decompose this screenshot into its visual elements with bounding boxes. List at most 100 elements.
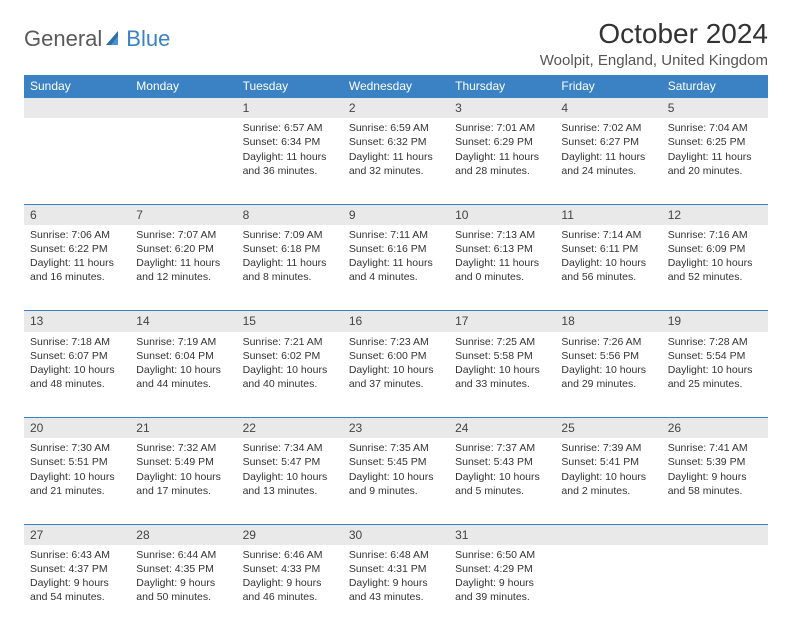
sunset-text: Sunset: 4:29 PM xyxy=(455,562,549,576)
day-number: 15 xyxy=(243,314,256,328)
sunrise-text: Sunrise: 7:18 AM xyxy=(30,335,124,349)
daylight-text: and 21 minutes. xyxy=(30,484,124,498)
day-number: 10 xyxy=(455,208,468,222)
day-info-row: Sunrise: 6:43 AMSunset: 4:37 PMDaylight:… xyxy=(24,545,768,631)
daylight-text: and 43 minutes. xyxy=(349,590,443,604)
day-number-cell: 3 xyxy=(449,98,555,119)
day-number-cell: 1 xyxy=(237,98,343,119)
day-number-cell: 15 xyxy=(237,311,343,332)
daylight-text: Daylight: 9 hours xyxy=(349,576,443,590)
daylight-text: and 46 minutes. xyxy=(243,590,337,604)
daylight-text: and 16 minutes. xyxy=(30,270,124,284)
weekday-header: Wednesday xyxy=(343,75,449,98)
day-number-cell: 27 xyxy=(24,524,130,545)
day-info-cell xyxy=(555,545,661,631)
daylight-text: and 12 minutes. xyxy=(136,270,230,284)
weekday-header: Thursday xyxy=(449,75,555,98)
day-number-cell: 31 xyxy=(449,524,555,545)
weekday-header: Saturday xyxy=(662,75,768,98)
sunset-text: Sunset: 5:41 PM xyxy=(561,455,655,469)
day-info-cell xyxy=(130,118,236,204)
day-info-cell: Sunrise: 6:43 AMSunset: 4:37 PMDaylight:… xyxy=(24,545,130,631)
day-number: 3 xyxy=(455,101,462,115)
sunrise-text: Sunrise: 7:30 AM xyxy=(30,441,124,455)
day-number: 28 xyxy=(136,528,149,542)
day-number-cell: 28 xyxy=(130,524,236,545)
daylight-text: and 8 minutes. xyxy=(243,270,337,284)
sunrise-text: Sunrise: 7:39 AM xyxy=(561,441,655,455)
sunset-text: Sunset: 6:27 PM xyxy=(561,135,655,149)
sunrise-text: Sunrise: 7:19 AM xyxy=(136,335,230,349)
daylight-text: Daylight: 10 hours xyxy=(668,256,762,270)
day-number-cell: 23 xyxy=(343,418,449,439)
sunset-text: Sunset: 5:58 PM xyxy=(455,349,549,363)
day-number-cell: 14 xyxy=(130,311,236,332)
header: General Blue October 2024 Woolpit, Engla… xyxy=(24,18,768,69)
daylight-text: Daylight: 10 hours xyxy=(455,363,549,377)
day-number-cell: 19 xyxy=(662,311,768,332)
daylight-text: and 52 minutes. xyxy=(668,270,762,284)
daylight-text: Daylight: 11 hours xyxy=(455,150,549,164)
sunset-text: Sunset: 6:20 PM xyxy=(136,242,230,256)
day-number: 23 xyxy=(349,421,362,435)
day-info-cell: Sunrise: 7:04 AMSunset: 6:25 PMDaylight:… xyxy=(662,118,768,204)
day-info-row: Sunrise: 7:30 AMSunset: 5:51 PMDaylight:… xyxy=(24,438,768,524)
day-number: 20 xyxy=(30,421,43,435)
day-number: 4 xyxy=(561,101,568,115)
day-info-cell: Sunrise: 7:16 AMSunset: 6:09 PMDaylight:… xyxy=(662,225,768,311)
day-number: 30 xyxy=(349,528,362,542)
day-info-cell: Sunrise: 7:37 AMSunset: 5:43 PMDaylight:… xyxy=(449,438,555,524)
sunrise-text: Sunrise: 7:06 AM xyxy=(30,228,124,242)
daylight-text: and 39 minutes. xyxy=(455,590,549,604)
daylight-text: Daylight: 11 hours xyxy=(349,150,443,164)
day-number-cell: 25 xyxy=(555,418,661,439)
sunrise-text: Sunrise: 7:28 AM xyxy=(668,335,762,349)
daylight-text: and 17 minutes. xyxy=(136,484,230,498)
daylight-text: and 25 minutes. xyxy=(668,377,762,391)
day-info-cell: Sunrise: 7:19 AMSunset: 6:04 PMDaylight:… xyxy=(130,332,236,418)
day-number: 8 xyxy=(243,208,250,222)
day-info-cell: Sunrise: 7:30 AMSunset: 5:51 PMDaylight:… xyxy=(24,438,130,524)
sunrise-text: Sunrise: 7:14 AM xyxy=(561,228,655,242)
day-info-cell: Sunrise: 6:44 AMSunset: 4:35 PMDaylight:… xyxy=(130,545,236,631)
daylight-text: Daylight: 11 hours xyxy=(30,256,124,270)
day-info-cell: Sunrise: 7:25 AMSunset: 5:58 PMDaylight:… xyxy=(449,332,555,418)
sunset-text: Sunset: 6:11 PM xyxy=(561,242,655,256)
sunrise-text: Sunrise: 7:32 AM xyxy=(136,441,230,455)
logo-sail-icon xyxy=(104,29,124,49)
daylight-text: and 56 minutes. xyxy=(561,270,655,284)
day-info-cell: Sunrise: 7:02 AMSunset: 6:27 PMDaylight:… xyxy=(555,118,661,204)
sunrise-text: Sunrise: 7:23 AM xyxy=(349,335,443,349)
daylight-text: and 29 minutes. xyxy=(561,377,655,391)
day-info-cell: Sunrise: 7:14 AMSunset: 6:11 PMDaylight:… xyxy=(555,225,661,311)
sunrise-text: Sunrise: 7:16 AM xyxy=(668,228,762,242)
day-number: 18 xyxy=(561,314,574,328)
sunset-text: Sunset: 6:13 PM xyxy=(455,242,549,256)
sunset-text: Sunset: 5:47 PM xyxy=(243,455,337,469)
day-number: 12 xyxy=(668,208,681,222)
sunrise-text: Sunrise: 7:04 AM xyxy=(668,121,762,135)
daylight-text: and 40 minutes. xyxy=(243,377,337,391)
daylight-text: Daylight: 10 hours xyxy=(243,363,337,377)
daylight-text: and 36 minutes. xyxy=(243,164,337,178)
logo-text-general: General xyxy=(24,26,102,52)
sunrise-text: Sunrise: 6:59 AM xyxy=(349,121,443,135)
daylight-text: Daylight: 11 hours xyxy=(243,150,337,164)
weekday-header-row: Sunday Monday Tuesday Wednesday Thursday… xyxy=(24,75,768,98)
daylight-text: Daylight: 10 hours xyxy=(30,470,124,484)
day-number-cell: 4 xyxy=(555,98,661,119)
daylight-text: Daylight: 10 hours xyxy=(136,363,230,377)
day-info-row: Sunrise: 7:06 AMSunset: 6:22 PMDaylight:… xyxy=(24,225,768,311)
sunrise-text: Sunrise: 6:48 AM xyxy=(349,548,443,562)
day-info-cell: Sunrise: 7:28 AMSunset: 5:54 PMDaylight:… xyxy=(662,332,768,418)
daylight-text: and 58 minutes. xyxy=(668,484,762,498)
weekday-header: Tuesday xyxy=(237,75,343,98)
day-info-cell: Sunrise: 7:21 AMSunset: 6:02 PMDaylight:… xyxy=(237,332,343,418)
day-number: 29 xyxy=(243,528,256,542)
day-number: 26 xyxy=(668,421,681,435)
daylight-text: and 9 minutes. xyxy=(349,484,443,498)
logo-text-blue: Blue xyxy=(126,26,170,52)
day-number-row: 20212223242526 xyxy=(24,418,768,439)
day-number: 6 xyxy=(30,208,37,222)
daylight-text: and 44 minutes. xyxy=(136,377,230,391)
